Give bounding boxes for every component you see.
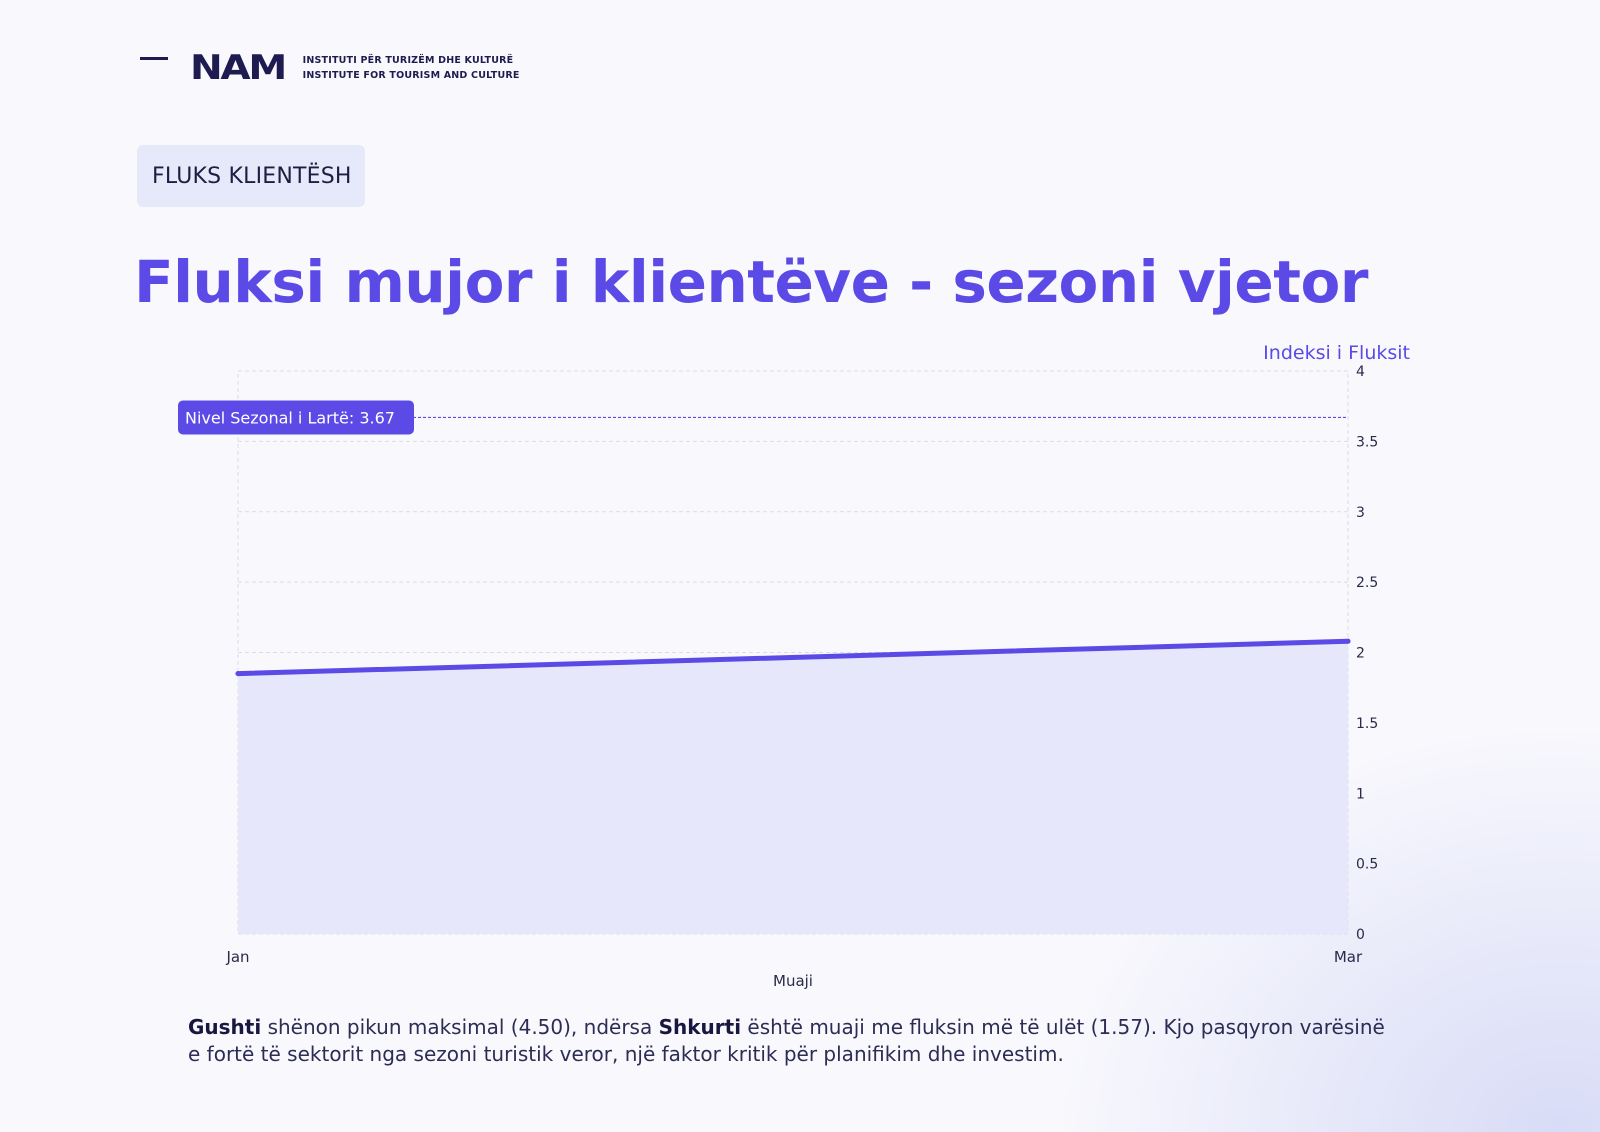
reference-label-bg bbox=[178, 400, 414, 435]
chart-caption: Gushti shënon pikun maksimal (4.50), ndë… bbox=[188, 1014, 1388, 1068]
y-tick-label: 0 bbox=[1356, 927, 1365, 943]
y-tick-label: 0.5 bbox=[1356, 857, 1378, 873]
x-tick-label: Mar bbox=[1334, 948, 1363, 966]
y-tick-label: 1 bbox=[1356, 786, 1365, 802]
y-tick-label: 2.5 bbox=[1356, 575, 1378, 591]
x-axis-title: Muaji bbox=[773, 972, 813, 990]
caption-text-2: është muaji me fluksin më të ulët (1.57)… bbox=[188, 1015, 1385, 1066]
logo: NAM INSTITUTI PËR TURIZËM DHE KULTURË IN… bbox=[140, 48, 520, 88]
logo-mark: NAM bbox=[190, 48, 287, 88]
caption-text-1: shënon pikun maksimal (4.50), ndërsa bbox=[261, 1015, 659, 1039]
x-tick-label: Jan bbox=[225, 948, 249, 966]
y-tick-label: 1.5 bbox=[1356, 716, 1378, 732]
data-point bbox=[235, 671, 241, 677]
series-line bbox=[235, 638, 1351, 677]
data-point bbox=[1345, 638, 1351, 644]
y-tick-label: 3.5 bbox=[1356, 434, 1378, 450]
logo-text-line-2: INSTITUTE FOR TOURISM AND CULTURE bbox=[302, 70, 520, 81]
logo-dash bbox=[140, 56, 168, 60]
reference-label: Nivel Sezonal i Lartë: 3.67 bbox=[185, 408, 395, 427]
logo-text: INSTITUTI PËR TURIZËM DHE KULTURË INSTIT… bbox=[303, 53, 520, 83]
page-title: Fluksi mujor i klientëve - sezoni vjetor bbox=[134, 248, 1368, 316]
y-tick-label: 2 bbox=[1356, 646, 1365, 662]
logo-text-line-1: INSTITUTI PËR TURIZËM DHE KULTURË bbox=[302, 55, 514, 66]
y-tick-label: 3 bbox=[1356, 505, 1365, 521]
y-axis-title: Indeksi i Fluksit bbox=[1263, 342, 1410, 364]
y-tick-label: 4 bbox=[1356, 364, 1365, 380]
section-badge: FLUKS KLIENTËSH bbox=[137, 145, 365, 207]
caption-bold-1: Gushti bbox=[188, 1015, 262, 1039]
area-fill bbox=[238, 641, 1348, 934]
caption-bold-2: Shkurti bbox=[658, 1015, 742, 1039]
